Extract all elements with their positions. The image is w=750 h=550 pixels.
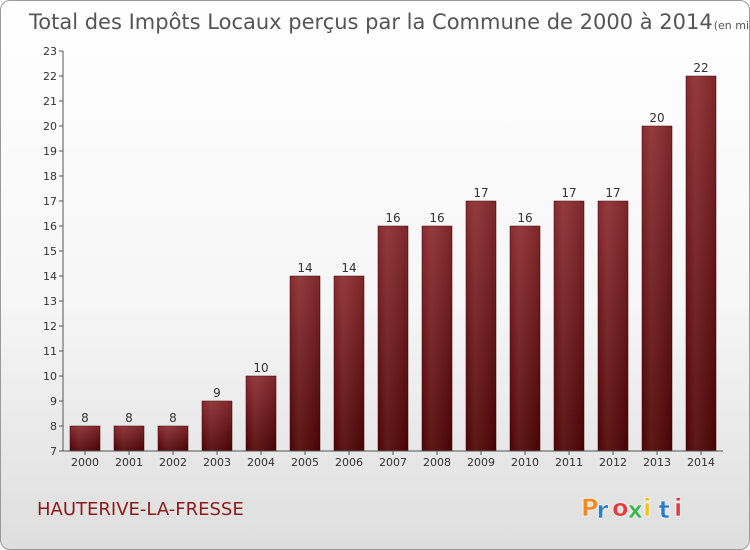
chart-title: Total des Impôts Locaux perçus par la Co…: [28, 10, 749, 34]
bar-shine: [334, 276, 364, 451]
bar-shine: [114, 426, 144, 451]
x-tick-label: 2000: [71, 456, 99, 469]
chart-unit-text: (en milliers d'€): [714, 19, 749, 32]
logo-letter: o: [612, 494, 629, 522]
bar-shine: [686, 76, 716, 451]
chart-title-text: Total des Impôts Locaux perçus par la Co…: [28, 10, 713, 34]
bar-shine: [158, 426, 188, 451]
y-tick-label: 10: [43, 370, 57, 383]
x-tick-label: 2005: [291, 456, 319, 469]
commune-name: HAUTERIVE-LA-FRESSE: [37, 499, 244, 520]
bar-shine: [422, 226, 452, 451]
x-tick-label: 2003: [203, 456, 231, 469]
bars: 8 8 8 9 10 14 14 16 16 17 16 17 17 20 22: [69, 61, 717, 452]
y-tick-label: 21: [43, 95, 57, 108]
y-tick-label: 11: [43, 345, 57, 358]
x-tick-label: 2008: [423, 456, 451, 469]
x-tick-label: 2013: [643, 456, 671, 469]
x-tick-label: 2001: [115, 456, 143, 469]
bar-value-label: 14: [341, 261, 356, 275]
bar-value-label: 8: [125, 411, 133, 425]
x-tick-label: 2012: [599, 456, 627, 469]
bar-value-label: 8: [81, 411, 89, 425]
bar-value-label: 22: [693, 61, 708, 75]
logo-letter: i: [643, 494, 651, 522]
bar-shine: [202, 401, 232, 451]
logo-letter: P: [581, 494, 599, 522]
bar-shine: [510, 226, 540, 451]
y-tick-label: 9: [50, 395, 57, 408]
x-tick-label: 2014: [687, 456, 715, 469]
y-tick-label: 7: [50, 445, 57, 458]
y-tick-label: 17: [43, 195, 57, 208]
bar-value-label: 16: [385, 211, 400, 225]
bar-value-label: 10: [253, 361, 268, 375]
bar-shine: [246, 376, 276, 451]
y-tick-label: 15: [43, 245, 57, 258]
logo-letter: t: [659, 496, 670, 524]
y-tick-label: 23: [43, 45, 57, 58]
logo-letter: r: [597, 496, 609, 524]
y-tick-label: 16: [43, 220, 57, 233]
y-tick-label: 22: [43, 70, 57, 83]
bar-shine: [70, 426, 100, 451]
bar-value-label: 17: [561, 186, 576, 200]
bar-shine: [554, 201, 584, 451]
bar-value-label: 17: [605, 186, 620, 200]
bar-value-label: 20: [649, 111, 664, 125]
x-tick-label: 2011: [555, 456, 583, 469]
x-tick-label: 2010: [511, 456, 539, 469]
y-tick-label: 18: [43, 170, 57, 183]
y-tick-label: 14: [43, 270, 57, 283]
bar-value-label: 16: [517, 211, 532, 225]
bar-value-label: 14: [297, 261, 312, 275]
bar-shine: [290, 276, 320, 451]
x-axis: 2000 2001 2002 2003 2004 2005 2006 2007 2008 2009…: [63, 450, 723, 469]
x-tick-label: 2002: [159, 456, 187, 469]
bar-shine: [642, 126, 672, 451]
y-tick-label: 12: [43, 320, 57, 333]
logo-letter: x: [628, 496, 644, 524]
bar-shine: [598, 201, 628, 451]
x-tick-label: 2006: [335, 456, 363, 469]
bar-value-label: 16: [429, 211, 444, 225]
logo-letter: i: [674, 494, 682, 522]
bar-value-label: 9: [213, 386, 221, 400]
x-tick-label: 2009: [467, 456, 495, 469]
y-tick-label: 20: [43, 120, 57, 133]
x-tick-label: 2004: [247, 456, 275, 469]
bar-value-label: 8: [169, 411, 177, 425]
y-tick-label: 8: [50, 420, 57, 433]
proxiti-logo: Pr o x i t i: [581, 494, 683, 525]
y-tick-label: 19: [43, 145, 57, 158]
x-tick-label: 2007: [379, 456, 407, 469]
bar-shine: [466, 201, 496, 451]
y-axis: 7 8 9 10 11 12 13 14 15 16 17 18 19 20 21 22 23: [43, 45, 64, 458]
y-tick-label: 13: [43, 295, 57, 308]
bar-value-label: 17: [473, 186, 488, 200]
bar-shine: [378, 226, 408, 451]
